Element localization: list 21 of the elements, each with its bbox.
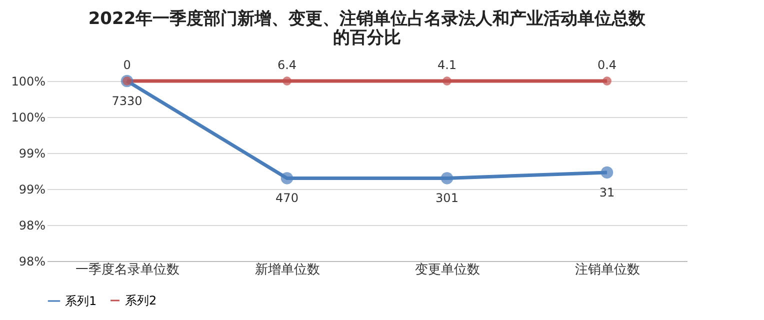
legend-label: 系列1: [65, 294, 97, 308]
annotation: 6.4: [277, 58, 297, 72]
annotation: 0: [123, 58, 131, 72]
x-tick-label: 注销单位数: [575, 262, 640, 278]
legend-label: 系列2: [125, 294, 157, 308]
y-tick-label: 99%: [18, 146, 46, 160]
x-tick-label: 一季度名录单位数: [76, 262, 180, 278]
annotation: 4.1: [437, 58, 457, 72]
chart-title: 2022年一季度部门新增、变更、注销单位占名录法人和产业活动单位总数的百分比: [88, 9, 647, 48]
annotation: 7330: [112, 94, 142, 108]
y-tick-label: 98%: [18, 254, 46, 268]
y-tick-label: 99%: [18, 182, 46, 196]
y-tick-label: 100%: [11, 110, 46, 124]
annotation: 301: [436, 191, 458, 206]
annotation: 31: [599, 185, 615, 200]
annotation: 470: [276, 191, 298, 206]
annotation: 0.4: [597, 58, 617, 72]
x-tick-label: 变更单位数: [415, 262, 480, 278]
y-tick-label: 98%: [18, 218, 46, 232]
y-tick-label: 100%: [11, 74, 46, 88]
x-tick-label: 新增单位数: [255, 262, 320, 278]
